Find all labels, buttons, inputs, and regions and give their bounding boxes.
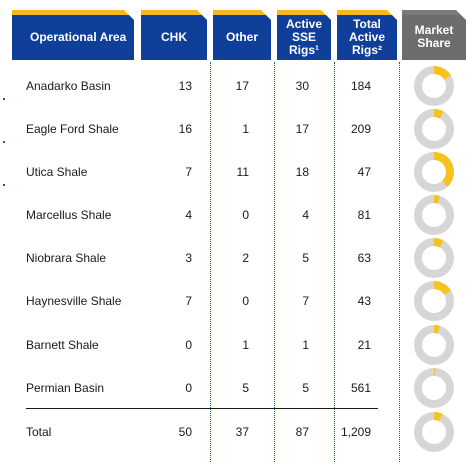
donut-track (414, 412, 454, 452)
row-area-name: Total (26, 425, 52, 439)
row-chk-value: 13 (178, 79, 192, 93)
row-other-value: 17 (235, 79, 249, 93)
row-sse-value: 7 (302, 294, 309, 308)
row-other-value: 1 (242, 122, 249, 136)
row-sse-value: 5 (302, 251, 309, 265)
donut-share-slice (434, 325, 440, 334)
donut-track (414, 109, 454, 149)
row-total-value: 81 (357, 208, 371, 222)
header-chk-label: CHK (161, 29, 187, 44)
donut-track (414, 368, 454, 408)
donut-share-slice (434, 109, 444, 119)
row-other-value: 0 (242, 294, 249, 308)
donut-track (414, 325, 454, 365)
header-share-line1: Market (414, 23, 454, 37)
donut-share-slice (434, 368, 436, 377)
row-area-name: Niobrara Shale (26, 251, 107, 265)
header-chk: CHK (141, 10, 207, 60)
header-sse-line1: Active (285, 16, 323, 31)
header-active-sse-rigs: Active SSE Rigs¹ (277, 10, 331, 60)
row-total-value: 43 (357, 294, 371, 308)
total-divider (26, 408, 378, 409)
market-share-donut (414, 152, 454, 192)
row-sse-value: 18 (295, 165, 309, 179)
header-area-label: Operational Area (30, 29, 127, 44)
row-chk-value: 0 (185, 381, 192, 395)
row-area-name: Barnett Shale (26, 338, 99, 352)
separator-sse-total (334, 62, 335, 462)
header-share-line2: Share (417, 36, 451, 50)
row-other-value: 2 (242, 251, 249, 265)
row-tick (3, 98, 5, 100)
row-other-value: 0 (242, 208, 249, 222)
row-chk-value: 7 (185, 165, 192, 179)
donut-share-slice (434, 238, 444, 248)
header-sse-line3: Rigs¹ (289, 42, 319, 57)
header-sse-label: Active SSE Rigs¹ (285, 16, 323, 57)
row-chk-value: 3 (185, 251, 192, 265)
row-area-name: Anadarko Basin (26, 79, 111, 93)
header-total-line2: Active (348, 29, 386, 44)
header-operational-area: Operational Area (12, 10, 134, 60)
market-share-donut (414, 66, 454, 106)
row-chk-value: 4 (185, 208, 192, 222)
donut-track (414, 195, 454, 235)
donut-share-slice (434, 281, 452, 295)
row-sse-value: 5 (302, 381, 309, 395)
row-area-name: Haynesville Shale (26, 294, 122, 308)
row-other-value: 5 (242, 381, 249, 395)
header-total-line1: Total (353, 16, 381, 31)
row-sse-value: 4 (302, 208, 309, 222)
row-tick (3, 141, 5, 143)
market-share-donut (414, 109, 454, 149)
row-sse-value: 87 (295, 425, 309, 439)
market-share-donut (414, 412, 454, 452)
row-chk-value: 7 (185, 294, 192, 308)
header-other-label: Other (225, 29, 258, 44)
row-total-value: 184 (350, 79, 371, 93)
row-chk-value: 50 (178, 425, 192, 439)
row-chk-value: 16 (178, 122, 192, 136)
row-sse-value: 30 (295, 79, 309, 93)
separator-other-sse (274, 62, 275, 462)
market-share-donut (414, 325, 454, 365)
row-area-name: Marcellus Shale (26, 208, 112, 222)
donut-track (414, 238, 454, 278)
row-area-name: Eagle Ford Shale (26, 122, 119, 136)
row-other-value: 1 (242, 338, 249, 352)
donut-share-slice (434, 195, 441, 204)
header-other: Other (213, 10, 271, 60)
market-share-donut (414, 368, 454, 408)
row-tick (3, 184, 5, 186)
separator-chk-other (210, 62, 211, 462)
header-sse-line2: SSE (291, 29, 316, 44)
row-sse-value: 1 (302, 338, 309, 352)
market-share-donut (414, 195, 454, 235)
row-total-value: 63 (357, 251, 371, 265)
row-total-value: 47 (357, 165, 371, 179)
row-other-value: 11 (236, 165, 249, 179)
row-total-value: 1,209 (340, 425, 371, 439)
market-share-donut (414, 281, 454, 321)
row-other-value: 37 (235, 425, 249, 439)
donut-share-slice (434, 66, 452, 80)
row-chk-value: 0 (185, 338, 192, 352)
market-share-donut (414, 238, 454, 278)
row-total-value: 21 (357, 338, 371, 352)
row-area-name: Utica Shale (26, 165, 88, 179)
donut-share-slice (434, 152, 454, 187)
row-area-name: Permian Basin (26, 381, 105, 395)
header-total-label: Total Active Rigs² (348, 16, 386, 57)
donut-share-slice (434, 412, 443, 422)
separator-total-share (399, 62, 400, 462)
row-total-value: 561 (350, 381, 371, 395)
row-sse-value: 17 (295, 122, 309, 136)
row-total-value: 209 (350, 122, 371, 136)
header-market-share: Market Share (402, 10, 466, 60)
header-share-label: Market Share (415, 24, 454, 50)
header-total-active-rigs: Total Active Rigs² (337, 10, 397, 60)
header-total-line3: Rigs² (352, 42, 382, 57)
